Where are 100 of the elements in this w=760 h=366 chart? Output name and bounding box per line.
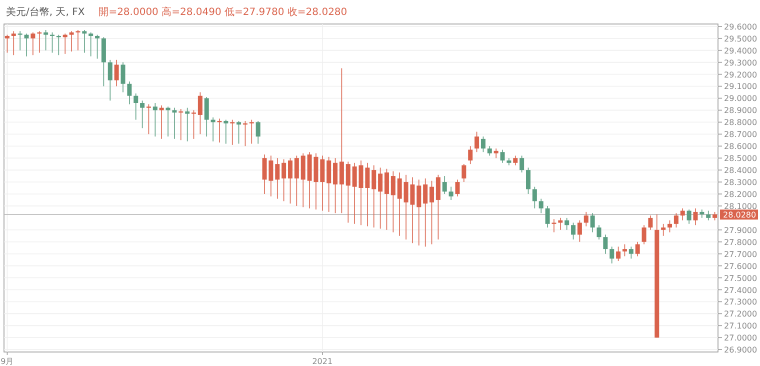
candlestick [494, 148, 498, 158]
candlestick [474, 131, 480, 152]
candlestick [320, 155, 325, 212]
ref-line-label: 28.0280 [723, 210, 756, 220]
y-tick-label: 28.1000 [724, 202, 758, 211]
candlestick [134, 93, 138, 120]
candlestick [520, 155, 524, 173]
candlestick [577, 220, 582, 242]
y-tick-label: 27.4000 [724, 286, 758, 295]
y-tick-label: 29.6000 [724, 22, 758, 32]
candlestick [127, 81, 132, 105]
candlestick [185, 107, 190, 142]
candlestick [513, 155, 518, 166]
y-tick-label: 28.7000 [724, 130, 758, 140]
candlestick [628, 246, 634, 260]
y-tick-label: 27.3000 [724, 298, 758, 307]
candlestick [661, 224, 666, 236]
candlestick [339, 68, 344, 214]
y-tick-label: 29.2000 [724, 70, 758, 80]
y-tick-label: 28.6000 [724, 142, 758, 152]
y-tick-label: 29.3000 [724, 58, 758, 68]
x-tick-label: 2021 [312, 357, 333, 366]
candlestick [282, 158, 286, 202]
candlestick [480, 136, 486, 152]
y-tick-label: 29.1000 [724, 82, 758, 92]
candlestick [448, 186, 454, 200]
candlestick [622, 244, 627, 257]
candlestick [230, 119, 235, 146]
candlestick [300, 152, 306, 208]
candlestick [545, 206, 550, 228]
candlestick [397, 172, 402, 236]
y-tick-label: 28.5000 [724, 154, 758, 164]
candlestick [44, 30, 48, 51]
candlestick [224, 119, 228, 144]
candlestick [108, 60, 112, 102]
candlestick [423, 178, 428, 248]
y-tick-label: 27.7000 [724, 250, 758, 259]
y-tick-label: 27.1000 [724, 322, 758, 331]
candlestick [346, 161, 350, 224]
y-tick-label: 26.9000 [724, 346, 758, 355]
candlestick [668, 220, 672, 233]
y-tick-label: 29.4000 [724, 46, 758, 56]
candlestick [532, 186, 537, 209]
y-tick-label: 27.8000 [724, 238, 758, 247]
candlestick [648, 215, 653, 230]
candlestick [538, 198, 544, 214]
candlestick [333, 158, 338, 214]
candlestick [436, 174, 440, 240]
y-tick-label: 27.6000 [724, 262, 758, 271]
candlestick [82, 30, 87, 54]
candlestick [635, 241, 640, 257]
candlestick [610, 246, 614, 264]
candlestick [680, 208, 685, 221]
candlestick [275, 158, 280, 200]
candlestick [416, 179, 422, 246]
candlestick [372, 164, 376, 228]
candlestick [236, 120, 242, 144]
candlestick [430, 180, 434, 245]
candlestick [146, 104, 151, 135]
y-tick-label: 28.8000 [724, 118, 758, 128]
candlestick [455, 179, 460, 197]
candlestick [69, 30, 74, 52]
candlestick [249, 119, 254, 144]
candlestick [564, 218, 570, 230]
chart-title: 美元/台幣, 天, FX [6, 6, 85, 18]
candlestick [120, 62, 126, 93]
y-tick-label: 29.5000 [724, 34, 758, 44]
candlestick [571, 222, 576, 240]
candlestick [11, 30, 16, 56]
candlestick [95, 34, 100, 60]
y-tick-label: 27.0000 [724, 334, 758, 343]
candlestick [24, 33, 29, 57]
y-tick-label: 28.9000 [724, 106, 758, 116]
candlestick [4, 34, 10, 54]
candlestick [596, 224, 602, 240]
candlestick [462, 164, 466, 182]
candlestick [204, 96, 209, 137]
y-tick-label: 27.5000 [724, 274, 758, 283]
candlestick [18, 30, 22, 51]
candlestick [152, 102, 158, 137]
candlestick [256, 120, 260, 144]
y-tick-label: 27.2000 [724, 310, 758, 319]
y-tick-label: 29.0000 [724, 94, 758, 104]
candlestick [378, 167, 383, 230]
y-tick-label: 28.3000 [724, 178, 758, 188]
candlestick [693, 208, 698, 226]
candlestick [172, 107, 177, 140]
candlestick [584, 212, 588, 227]
candlestick [288, 158, 292, 204]
candlestick [590, 212, 595, 233]
candlestick [30, 32, 36, 56]
candlestick [552, 218, 556, 233]
candlestick [390, 170, 396, 233]
candlestick [442, 176, 447, 194]
candlestick [642, 224, 646, 245]
candlestick [487, 146, 492, 156]
candlestick [468, 146, 473, 164]
candlestick [326, 156, 332, 212]
candlestick [76, 30, 80, 51]
candlestick [603, 234, 608, 254]
